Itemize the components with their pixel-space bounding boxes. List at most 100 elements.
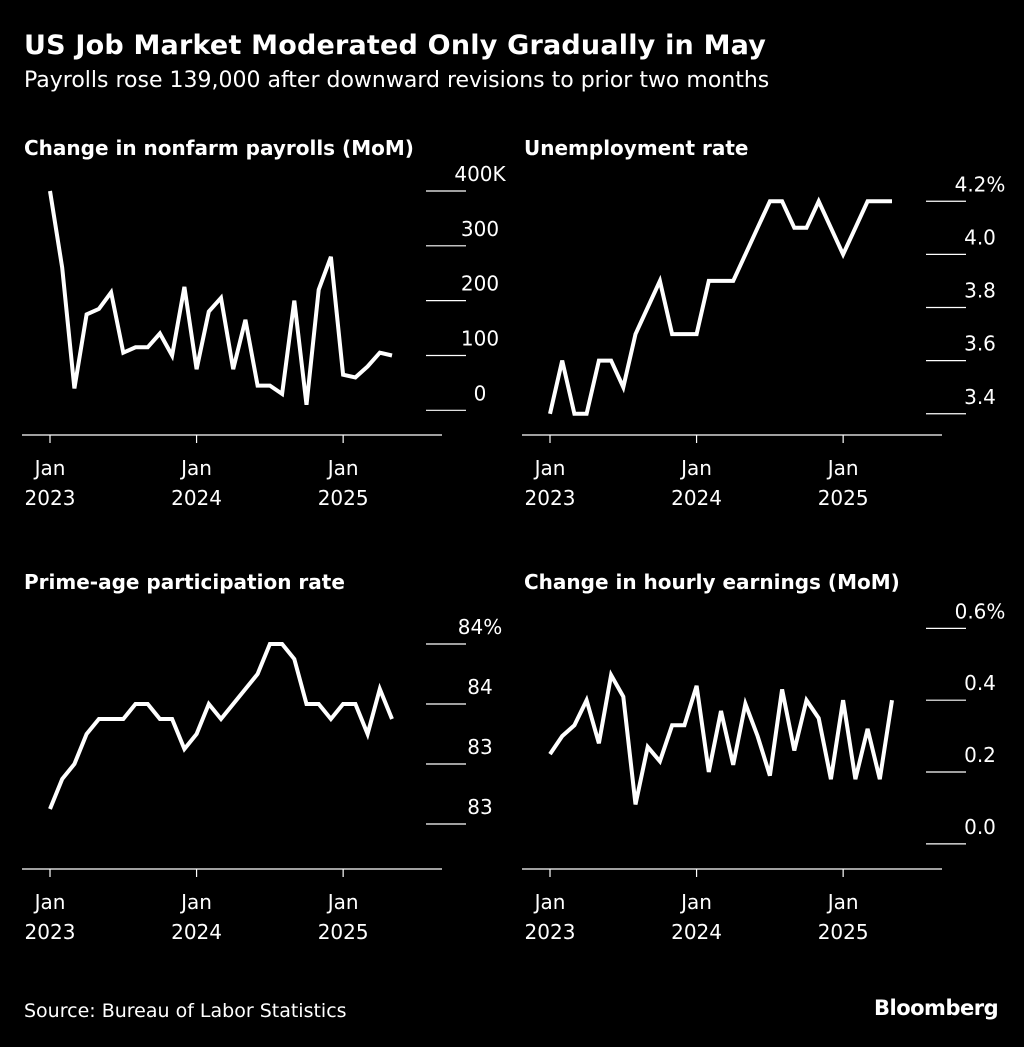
data-point xyxy=(609,359,613,363)
series-line xyxy=(548,196,892,416)
x-tick-label-month: Jan xyxy=(533,890,566,914)
x-tick-label-month: Jan xyxy=(326,890,359,914)
data-point xyxy=(731,763,735,767)
data-point xyxy=(805,698,809,702)
y-tick-label: 3.6 xyxy=(964,332,996,356)
data-point xyxy=(817,199,821,203)
data-point xyxy=(121,351,125,355)
x-tick-label-year: 2025 xyxy=(318,920,369,944)
data-point xyxy=(60,266,64,270)
data-point xyxy=(878,199,882,203)
y-tick-label: 0.2 xyxy=(964,743,996,767)
data-point xyxy=(805,226,809,230)
data-point xyxy=(695,684,699,688)
data-point xyxy=(768,199,772,203)
data-point xyxy=(268,642,272,646)
x-tick-label-month: Jan xyxy=(179,456,212,480)
data-point xyxy=(134,345,138,349)
data-point xyxy=(85,732,89,736)
data-point xyxy=(780,687,784,691)
data-point xyxy=(817,716,821,720)
data-point xyxy=(219,296,223,300)
series-line xyxy=(548,669,894,805)
x-tick-label-year: 2025 xyxy=(318,486,369,510)
data-point xyxy=(366,732,370,736)
data-point xyxy=(305,403,309,407)
data-point xyxy=(890,199,894,203)
data-point xyxy=(109,290,113,294)
chart-title: US Job Market Moderated Only Gradually i… xyxy=(24,30,767,61)
payrolls-chart: 400K 300 200 100 0 Jan 2023 Jan 2024 Jan 2025 xyxy=(22,162,507,510)
data-point xyxy=(256,672,260,676)
data-point xyxy=(158,332,162,336)
data-point xyxy=(682,723,686,727)
data-point xyxy=(60,777,64,781)
data-point xyxy=(707,279,711,283)
data-point xyxy=(682,332,686,336)
data-point xyxy=(390,354,394,358)
x-tick-label-year: 2024 xyxy=(171,486,222,510)
data-point xyxy=(743,702,747,706)
data-point xyxy=(597,741,601,745)
y-tick-label: 3.8 xyxy=(964,279,996,303)
x-tick-label-year: 2024 xyxy=(671,486,722,510)
y-tick-label: 0.6% xyxy=(955,599,1006,623)
y-tick-label: 3.4 xyxy=(964,385,996,409)
data-point xyxy=(292,657,296,661)
data-point xyxy=(792,749,796,753)
data-point xyxy=(366,365,370,369)
data-point xyxy=(719,709,723,713)
data-point xyxy=(756,226,760,230)
chart-subtitle: Payrolls rose 139,000 after downward rev… xyxy=(24,68,770,93)
panel-title-payrolls: Change in nonfarm payrolls (MoM) xyxy=(24,136,414,160)
x-tick-label-year: 2023 xyxy=(25,486,76,510)
x-tick-label-year: 2024 xyxy=(671,920,722,944)
data-point xyxy=(292,299,296,303)
data-point xyxy=(670,723,674,727)
data-point xyxy=(243,687,247,691)
data-point xyxy=(182,747,186,751)
data-point xyxy=(780,199,784,203)
data-point xyxy=(48,189,52,193)
data-point xyxy=(353,375,357,379)
x-tick-label-year: 2023 xyxy=(525,920,576,944)
y-tick-label: 4.0 xyxy=(964,225,996,249)
y-tick-label: 4.2% xyxy=(955,172,1006,196)
data-point xyxy=(853,777,857,781)
data-point xyxy=(646,306,650,310)
data-point xyxy=(841,252,845,256)
data-point xyxy=(305,702,309,706)
y-tick-label: 0.4 xyxy=(964,671,996,695)
data-point xyxy=(280,642,284,646)
data-point xyxy=(146,345,150,349)
data-point xyxy=(268,384,272,388)
data-point xyxy=(317,288,321,292)
x-tick-label-month: Jan xyxy=(33,456,66,480)
data-point xyxy=(597,359,601,363)
data-point xyxy=(378,351,382,355)
data-point xyxy=(134,702,138,706)
data-point xyxy=(97,307,101,311)
data-point xyxy=(866,199,870,203)
data-point xyxy=(572,412,576,416)
data-point xyxy=(378,687,382,691)
data-point xyxy=(731,279,735,283)
data-point xyxy=(219,717,223,721)
data-point xyxy=(548,752,552,756)
data-point xyxy=(866,727,870,731)
data-point xyxy=(621,385,625,389)
data-point xyxy=(341,702,345,706)
y-tick-label: 83 xyxy=(467,795,492,819)
data-point xyxy=(634,802,638,806)
data-point xyxy=(170,354,174,358)
data-point xyxy=(585,698,589,702)
x-tick-label-month: Jan xyxy=(533,456,566,480)
data-point xyxy=(353,702,357,706)
data-point xyxy=(548,412,552,416)
x-tick-label-month: Jan xyxy=(179,890,212,914)
data-point xyxy=(329,717,333,721)
data-point xyxy=(634,332,638,336)
data-point xyxy=(658,279,662,283)
x-tick-label-month: Jan xyxy=(33,890,66,914)
x-tick-label-year: 2023 xyxy=(25,920,76,944)
